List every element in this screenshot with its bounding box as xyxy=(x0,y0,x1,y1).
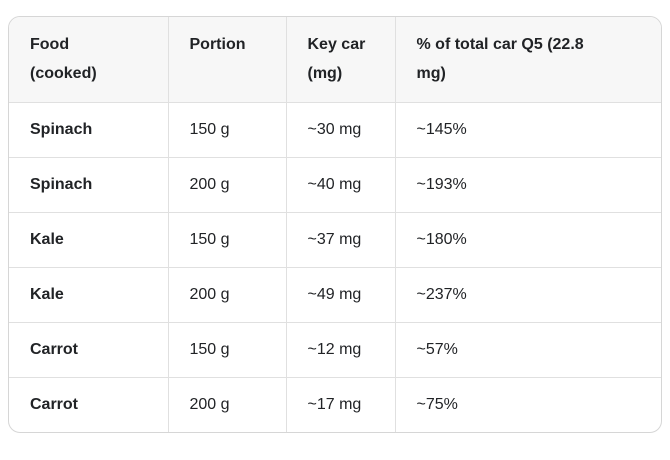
table-row: Carrot 200 g ~17 mg ~75% xyxy=(9,377,661,432)
cell-pct: ~237% xyxy=(395,267,661,323)
cell-food: Carrot xyxy=(9,377,169,432)
cell-food: Kale xyxy=(9,212,169,268)
cell-pct: ~180% xyxy=(395,212,661,268)
cell-portion: 200 g xyxy=(168,267,287,323)
column-header-key-car: Key car (mg) xyxy=(286,17,396,103)
column-header-food-cooked: Food (cooked) xyxy=(9,17,169,103)
nutrition-table: Food (cooked) Portion Key car (mg) % of … xyxy=(9,17,661,432)
table-row: Carrot 150 g ~12 mg ~57% xyxy=(9,322,661,378)
cell-portion: 150 g xyxy=(168,322,287,378)
table-row: Kale 150 g ~37 mg ~180% xyxy=(9,212,661,268)
cell-food: Kale xyxy=(9,267,169,323)
header-row: Food (cooked) Portion Key car (mg) % of … xyxy=(9,17,661,103)
cell-food: Carrot xyxy=(9,322,169,378)
cell-food: Spinach xyxy=(9,157,169,213)
cell-pct: ~193% xyxy=(395,157,661,213)
cell-portion: 150 g xyxy=(168,212,287,268)
cell-key-car: ~40 mg xyxy=(286,157,396,213)
cell-food: Spinach xyxy=(9,102,169,158)
column-header-food-cooked-label: Food (cooked) xyxy=(30,36,97,82)
table-row: Spinach 150 g ~30 mg ~145% xyxy=(9,102,661,158)
cell-key-car: ~30 mg xyxy=(286,102,396,158)
cell-key-car: ~49 mg xyxy=(286,267,396,323)
cell-pct: ~75% xyxy=(416,395,458,413)
cell-portion: 200 g xyxy=(168,157,287,213)
cell-pct: ~57% xyxy=(395,322,661,378)
column-header-pct-total-label: % of total car Q5 (22.8 mg) xyxy=(416,36,584,82)
cell-portion: 150 g xyxy=(168,102,287,158)
table-row: Kale 200 g ~49 mg ~237% xyxy=(9,267,661,323)
data-table-card: Food (cooked) Portion Key car (mg) % of … xyxy=(8,16,662,433)
column-header-portion: Portion xyxy=(168,17,287,103)
cell-key-car: ~37 mg xyxy=(286,212,396,268)
cell-portion: 200 g xyxy=(168,377,287,432)
cell-pct: ~145% xyxy=(395,102,661,158)
column-header-pct-total: % of total car Q5 (22.8 mg) xyxy=(395,17,661,103)
column-header-key-car-label: Key car (mg) xyxy=(307,36,366,82)
column-header-portion-label: Portion xyxy=(189,36,246,53)
cell-key-car: ~17 mg xyxy=(286,377,396,432)
table-row: Spinach 200 g ~40 mg ~193% xyxy=(9,157,661,213)
cell-key-car: ~12 mg xyxy=(286,322,396,378)
